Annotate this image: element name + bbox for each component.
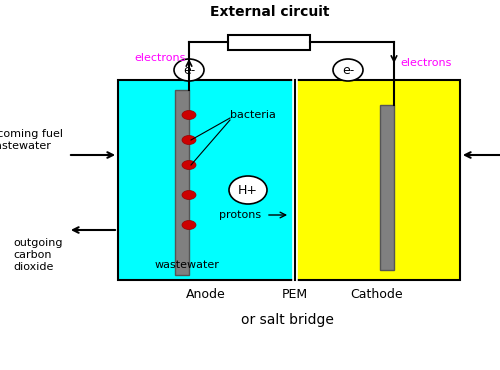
Ellipse shape bbox=[182, 111, 196, 120]
Bar bbox=[175, 90, 189, 275]
Text: e-: e- bbox=[183, 64, 195, 77]
Text: or salt bridge: or salt bridge bbox=[240, 313, 334, 327]
Text: e-: e- bbox=[342, 64, 354, 77]
Text: outgoing
carbon
dioxide: outgoing carbon dioxide bbox=[14, 238, 63, 272]
Text: incoming fuel
wastewater: incoming fuel wastewater bbox=[0, 129, 63, 151]
Ellipse shape bbox=[182, 191, 196, 199]
Ellipse shape bbox=[333, 59, 363, 81]
Ellipse shape bbox=[182, 161, 196, 169]
Text: electrons: electrons bbox=[134, 53, 186, 63]
Text: wastewater: wastewater bbox=[155, 260, 220, 270]
Bar bbox=[118, 80, 295, 280]
Ellipse shape bbox=[182, 221, 196, 229]
Text: Anode: Anode bbox=[186, 289, 226, 302]
Bar bbox=[228, 35, 310, 50]
Ellipse shape bbox=[182, 135, 196, 145]
Ellipse shape bbox=[229, 176, 267, 204]
Text: H+: H+ bbox=[238, 184, 258, 196]
Text: PEM: PEM bbox=[282, 289, 308, 302]
Text: bacteria: bacteria bbox=[230, 110, 276, 120]
Text: electrons: electrons bbox=[400, 58, 452, 68]
Text: Cathode: Cathode bbox=[350, 289, 404, 302]
Ellipse shape bbox=[174, 59, 204, 81]
Text: protons: protons bbox=[219, 210, 261, 220]
Bar bbox=[380, 105, 394, 270]
Text: External circuit: External circuit bbox=[210, 5, 330, 19]
Bar bbox=[295, 80, 460, 280]
